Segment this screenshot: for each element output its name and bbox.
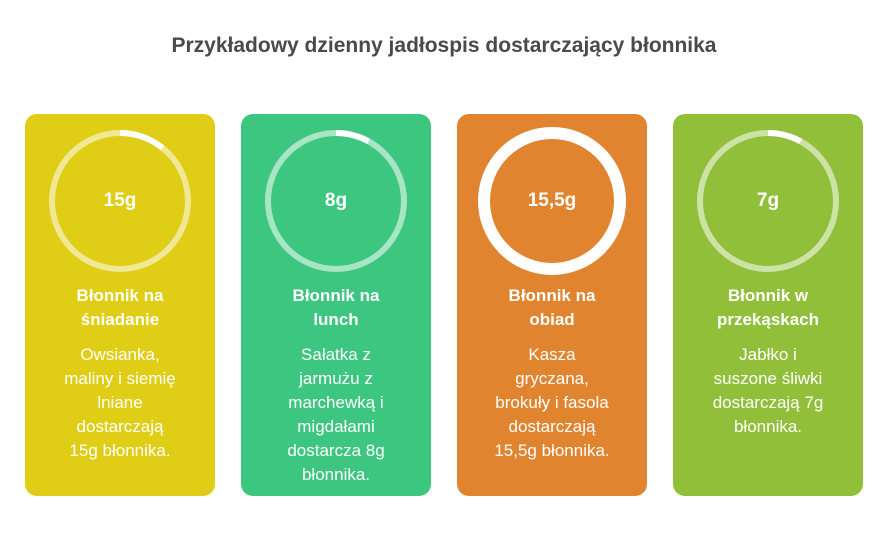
diagram-title: Przykładowy dzienny jadłospis dostarczaj… bbox=[171, 34, 717, 57]
fiber-value: 15g bbox=[103, 190, 137, 211]
card-description: Sałatka z jarmużu z marchewką i migdałam… bbox=[287, 345, 385, 484]
progress-ring: 15,5g bbox=[477, 126, 627, 276]
fiber-value: 8g bbox=[324, 190, 348, 211]
ring-fill bbox=[697, 130, 839, 272]
card-heading: Błonnik na obiad bbox=[508, 286, 596, 329]
card-description: Owsianka, maliny i siemię lniane dostarc… bbox=[64, 345, 176, 460]
card-dinner: 15,5g Błonnik na obiad Kasza gryczana, b… bbox=[457, 114, 647, 496]
card-heading: Błonnik na śniadanie bbox=[76, 286, 164, 329]
fiber-value: 7g bbox=[756, 190, 780, 211]
ring-fill bbox=[49, 130, 191, 272]
ring-fill bbox=[265, 130, 407, 272]
progress-ring: 15g bbox=[45, 126, 195, 276]
ring-track bbox=[478, 127, 626, 275]
card-heading: Błonnik w przekąskach bbox=[716, 286, 820, 329]
progress-ring: 7g bbox=[693, 126, 843, 276]
fiber-value: 15,5g bbox=[527, 190, 577, 211]
card-description: Kasza gryczana, brokuły i fasola dostarc… bbox=[494, 345, 610, 460]
card-lunch: 8g Błonnik na lunch Sałatka z jarmużu z … bbox=[241, 114, 431, 496]
progress-ring: 8g bbox=[261, 126, 411, 276]
card-snacks: 7g Błonnik w przekąskach Jabłko i suszon… bbox=[673, 114, 863, 496]
card-description: Jabłko i suszone śliwki dostarczają 7g b… bbox=[712, 345, 824, 436]
card-breakfast: 15g Błonnik na śniadanie Owsianka, malin… bbox=[25, 114, 215, 496]
card-heading: Błonnik na lunch bbox=[292, 286, 380, 329]
